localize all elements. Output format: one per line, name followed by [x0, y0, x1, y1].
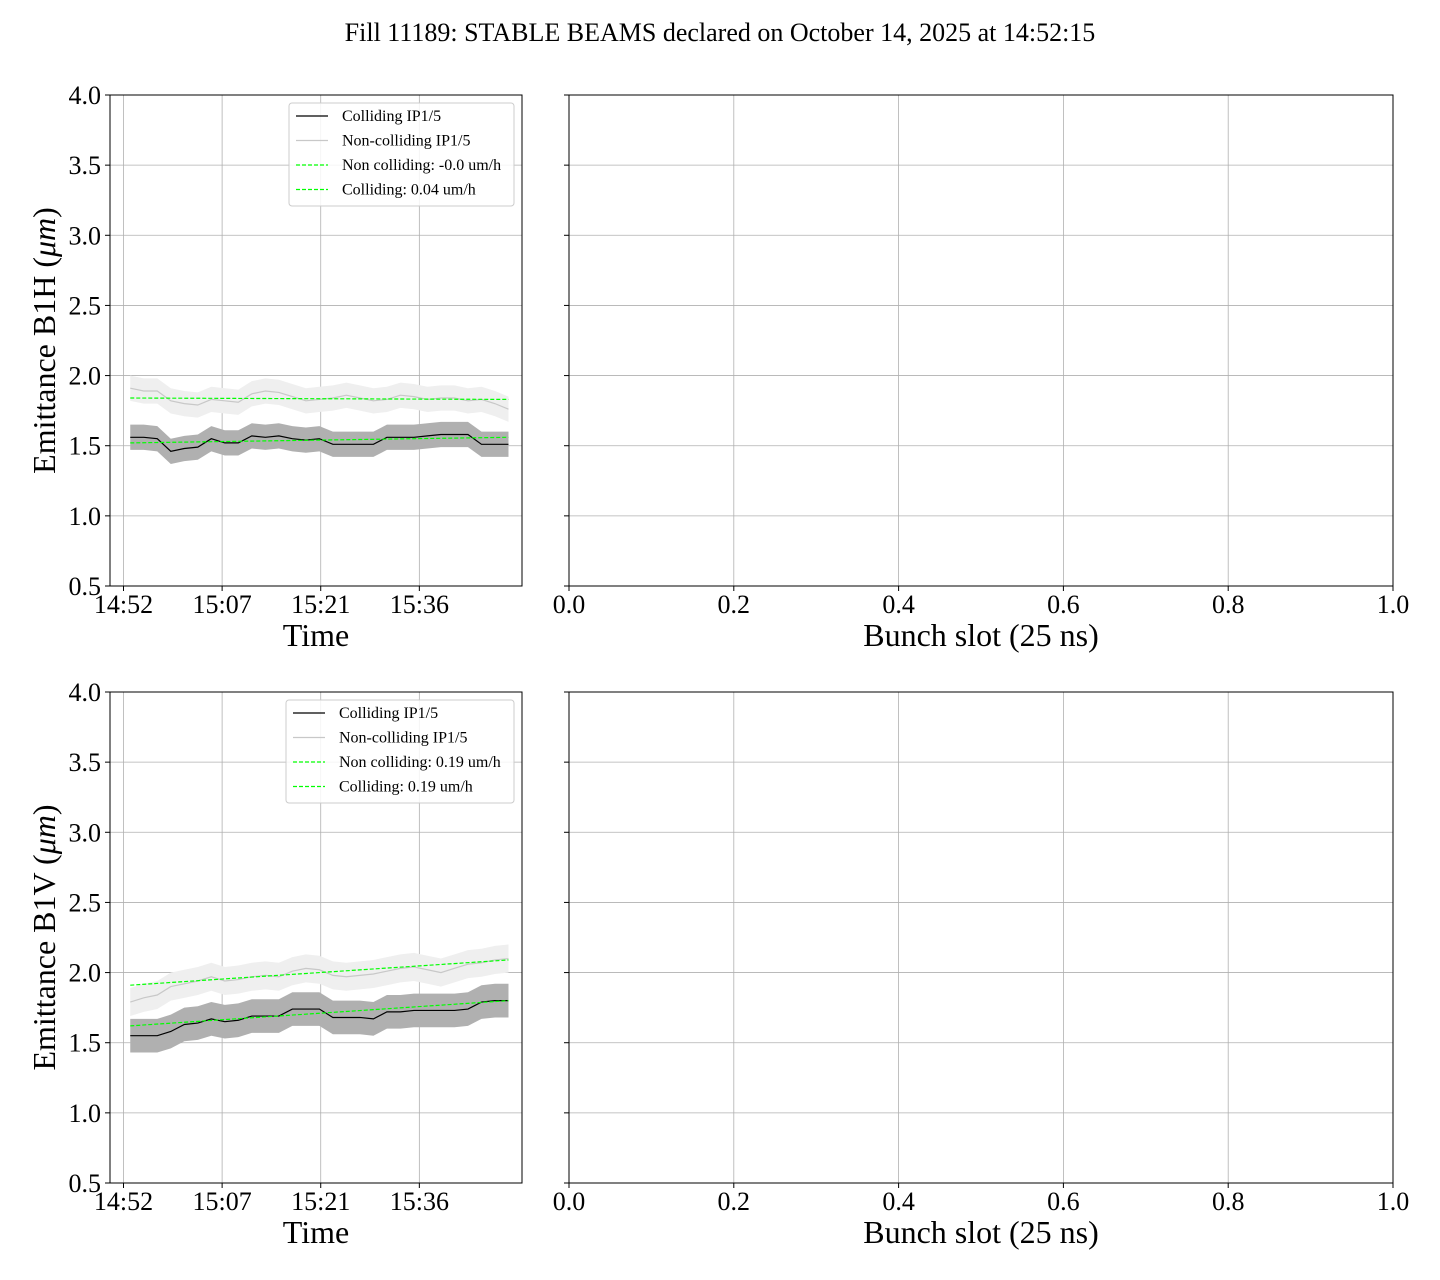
y-axis-label: Emittance B1V (μm)	[26, 804, 62, 1070]
chart-b1h-time: 0.5 1.0 1.5 2.0 2.5 3.0 3.5 4.0 14:52 15:07 15:21 1…	[26, 81, 523, 653]
axes-frame	[568, 94, 1394, 587]
x-tick-label: 15:21	[291, 590, 350, 619]
x-tick-label: 15:36	[390, 590, 449, 619]
chart-b1v-time: 0.5 1.0 1.5 2.0 2.5 3.0 3.5 4.0 14:52 15:07 15:21 1…	[26, 678, 523, 1250]
legend-box	[285, 699, 515, 804]
y-tick-label: 4.0	[69, 678, 102, 707]
x-axis-label: Time	[283, 1214, 349, 1250]
series-line	[130, 959, 509, 986]
series-line	[130, 1000, 509, 1027]
legend-label: Colliding IP1/5	[339, 705, 438, 722]
legend-label: Colliding: 0.19 um/h	[339, 779, 473, 796]
x-tick-label: 0.4	[882, 1187, 915, 1216]
legend-label: Non-colliding IP1/5	[342, 133, 470, 150]
x-axis-label: Bunch slot (25 ns)	[863, 1214, 1099, 1250]
series-band	[130, 421, 509, 464]
x-tick-label: 15:07	[193, 1187, 252, 1216]
y-tick-label: 1.5	[69, 1029, 102, 1058]
legend-label: Non colliding: 0.19 um/h	[339, 754, 501, 771]
x-tick-label: 0.2	[718, 590, 751, 619]
x-tick-label: 0.6	[1047, 1187, 1080, 1216]
series-line	[130, 1000, 509, 1037]
x-tick-label: 0.8	[1212, 1187, 1245, 1216]
y-tick-label: 1.0	[69, 502, 102, 531]
x-tick-label: 14:52	[94, 1187, 153, 1216]
x-tick-label: 14:52	[94, 590, 153, 619]
x-tick-label: 15:07	[193, 590, 252, 619]
legend-box	[288, 102, 515, 207]
axes-frame	[109, 691, 523, 1184]
y-tick-label: 1.5	[69, 432, 102, 461]
x-axis-label: Time	[283, 617, 349, 653]
x-tick-label: 0.0	[553, 1187, 586, 1216]
series-line	[130, 387, 509, 410]
x-tick-label: 0.6	[1047, 590, 1080, 619]
series-line	[130, 397, 509, 401]
axes-frame	[568, 691, 1394, 1184]
y-tick-label: 0.5	[69, 572, 102, 601]
legend-label: Colliding IP1/5	[342, 108, 441, 125]
x-tick-label: 1.0	[1377, 590, 1410, 619]
y-tick-label: 0.5	[69, 1169, 102, 1198]
y-tick-label: 1.0	[69, 1099, 102, 1128]
y-axis-label: Emittance B1H (μm)	[26, 207, 62, 474]
series-line	[130, 957, 509, 1003]
y-tick-label: 2.5	[69, 888, 102, 917]
x-tick-label: 0.4	[882, 590, 915, 619]
x-tick-label: 15:21	[291, 1187, 350, 1216]
y-tick-label: 3.0	[69, 221, 102, 250]
y-tick-label: 3.0	[69, 818, 102, 847]
x-tick-label: 0.2	[718, 1187, 751, 1216]
y-tick-label: 2.5	[69, 291, 102, 320]
x-axis-label: Bunch slot (25 ns)	[863, 617, 1099, 653]
legend-label: Colliding: 0.04 um/h	[342, 182, 476, 199]
axes-frame	[109, 94, 523, 587]
series-band	[130, 983, 509, 1053]
y-tick-label: 2.0	[69, 959, 102, 988]
legend: Colliding IP1/5 Non-colliding IP1/5 Non co…	[285, 699, 515, 804]
series-line	[130, 433, 509, 452]
chart-b1h-bunch: 0.0 0.2 0.4 0.6 0.8 1.0 Bunch slot (25 ns)	[553, 94, 1410, 653]
y-tick-label: 3.5	[69, 748, 102, 777]
y-tick-label: 3.5	[69, 151, 102, 180]
legend-label: Non colliding: -0.0 um/h	[342, 157, 501, 174]
x-tick-label: 0.8	[1212, 590, 1245, 619]
x-tick-label: 1.0	[1377, 1187, 1410, 1216]
y-tick-label: 2.0	[69, 362, 102, 391]
x-tick-label: 15:36	[390, 1187, 449, 1216]
legend-label: Non-colliding IP1/5	[339, 730, 467, 747]
legend: Colliding IP1/5 Non-colliding IP1/5 Non co…	[288, 102, 515, 207]
y-tick-label: 4.0	[69, 81, 102, 110]
series-band	[130, 944, 509, 1017]
figure-title: Fill 11189: STABLE BEAMS declared on Oct…	[344, 18, 1096, 47]
chart-b1v-bunch: 0.0 0.2 0.4 0.6 0.8 1.0 Bunch slot (25 ns)	[553, 691, 1410, 1250]
series-line	[130, 436, 509, 444]
x-tick-label: 0.0	[553, 590, 586, 619]
